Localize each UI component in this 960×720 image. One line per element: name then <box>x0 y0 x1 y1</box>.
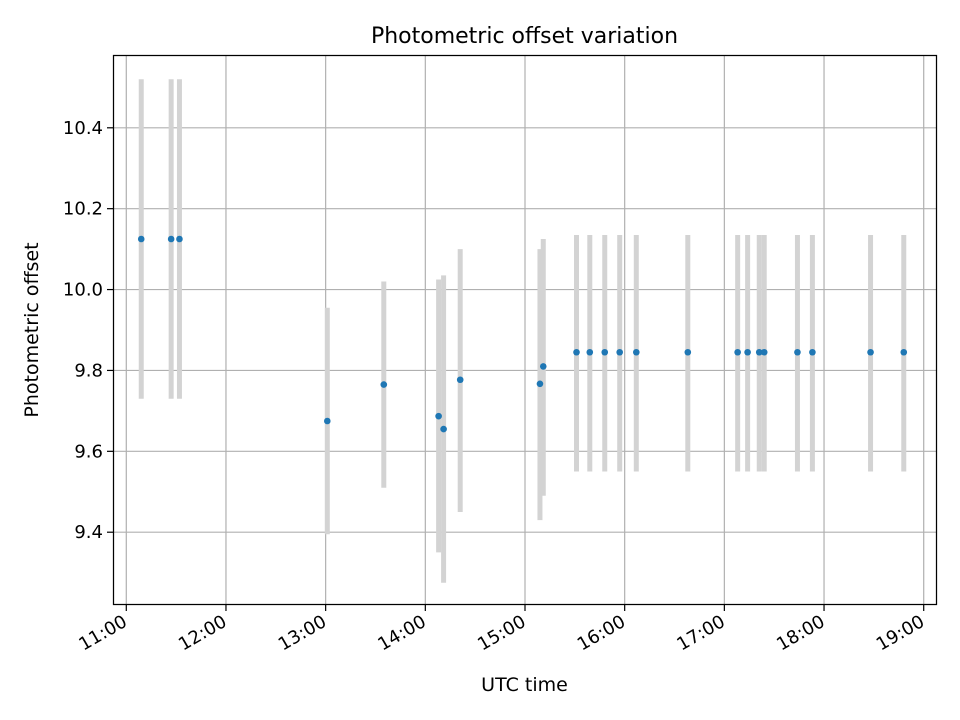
data-point <box>435 412 442 420</box>
data-point <box>380 381 388 388</box>
data-point <box>616 348 623 356</box>
y-tick-label: 10.2 <box>63 199 103 220</box>
data-point <box>586 348 594 356</box>
data-point <box>900 348 908 356</box>
data-point <box>809 348 816 356</box>
y-tick-label: 9.4 <box>74 522 103 543</box>
y-tick-label: 9.8 <box>74 360 103 381</box>
y-axis-label: Photometric offset <box>21 242 43 417</box>
data-point <box>744 348 751 356</box>
data-point <box>867 348 874 356</box>
data-point <box>536 380 544 388</box>
data-point <box>760 348 768 356</box>
y-tick-label: 10.0 <box>63 280 103 301</box>
data-point <box>794 348 801 356</box>
data-points <box>137 235 908 433</box>
data-point <box>324 417 331 425</box>
x-axis-label: UTC time <box>481 674 568 696</box>
data-point <box>456 376 464 384</box>
data-point <box>633 348 640 356</box>
data-point <box>167 235 175 243</box>
data-point <box>684 348 692 356</box>
chart-title: Photometric offset variation <box>371 24 678 49</box>
data-point <box>539 363 547 370</box>
y-tick-label: 10.4 <box>63 118 103 139</box>
data-point <box>573 348 580 356</box>
y-tick-label: 9.6 <box>74 441 103 462</box>
plot-frame <box>112 54 938 606</box>
data-point <box>755 348 763 356</box>
data-point <box>734 348 741 356</box>
y-axis: 9.4 9.6 9.8 10.0 10.2 10.4 <box>63 118 113 543</box>
data-point <box>601 348 609 356</box>
data-point <box>137 235 145 243</box>
data-point <box>440 425 447 433</box>
data-point <box>176 235 183 243</box>
